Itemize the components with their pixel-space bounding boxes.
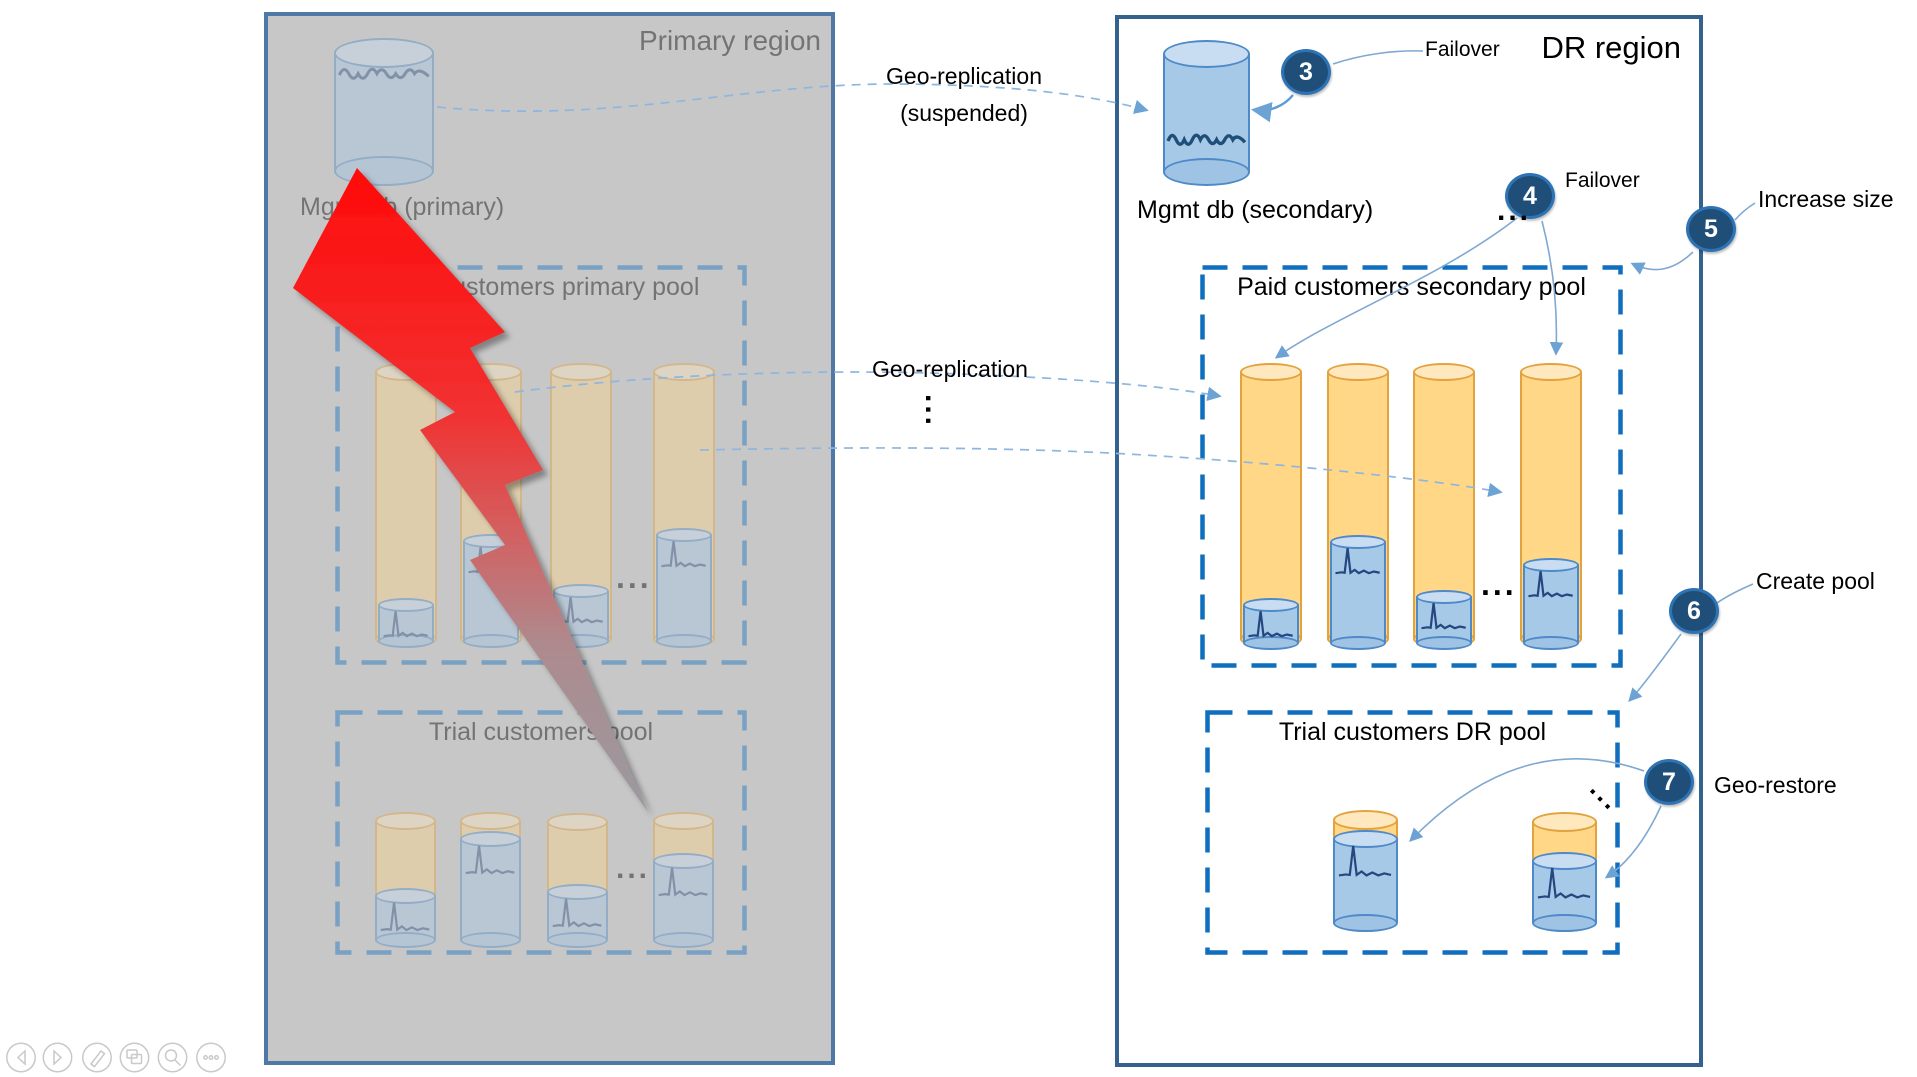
mgmt-db-secondary-label: Mgmt db (secondary) xyxy=(1137,196,1374,224)
squiggle-wave-icon xyxy=(1166,128,1247,154)
db-usage-cylinder-icon xyxy=(460,831,521,948)
mgmt-db-secondary-cylinder-icon xyxy=(1163,40,1250,186)
db-usage-cylinder-icon xyxy=(375,888,436,948)
db-usage-cylinder-icon xyxy=(553,584,609,648)
primary-region: Primary region Mgmt db (primary) Paid cu… xyxy=(264,12,835,1065)
db-usage-cylinder-icon xyxy=(1243,598,1299,650)
mgmt-db-primary-label: Mgmt db (primary) xyxy=(300,193,505,221)
primary-region-title: Primary region xyxy=(638,25,821,56)
dr-region-title: DR region xyxy=(1541,30,1681,65)
presentation-toolbar xyxy=(6,1042,226,1073)
step-6-label: Create pool xyxy=(1756,568,1875,594)
squiggle-wave-icon xyxy=(337,62,431,88)
previous-slide-icon[interactable] xyxy=(6,1042,36,1073)
step-5-label: Increase size xyxy=(1758,186,1894,212)
db-usage-cylinder-icon xyxy=(1333,830,1398,932)
step-4-badge: 4 xyxy=(1505,173,1555,219)
geo-replication-suspended-label: Geo-replication (suspended) xyxy=(858,58,1070,132)
db-usage-cylinder-icon xyxy=(547,884,608,948)
paid-db-cylinder-icon xyxy=(1240,363,1302,648)
trial-db-cylinder-icon xyxy=(547,813,608,933)
step-6-badge: 6 xyxy=(1669,588,1719,634)
db-usage-cylinder-icon xyxy=(1532,852,1597,932)
more-databases-ellipsis: ... xyxy=(616,559,652,595)
increase-size-label-connector xyxy=(1734,202,1756,221)
step-3-badge: 3 xyxy=(1281,49,1331,95)
mgmt-db-primary-cylinder-icon xyxy=(334,38,434,186)
trial-db-cylinder-icon xyxy=(375,812,436,932)
paid-primary-pool-title: Paid customers primary pool xyxy=(382,273,700,301)
more-databases-ellipsis: ... xyxy=(1481,566,1517,602)
next-slide-icon[interactable] xyxy=(42,1042,73,1073)
more-databases-ellipsis: ... xyxy=(616,852,651,885)
more-options-icon[interactable] xyxy=(196,1042,226,1073)
geo-replication-suspended-line1: Geo-replication xyxy=(886,63,1042,89)
db-usage-cylinder-icon xyxy=(1416,590,1472,650)
step-7-label: Geo-restore xyxy=(1714,772,1837,798)
step-3-label: Failover xyxy=(1425,38,1500,61)
see-all-slides-icon[interactable] xyxy=(119,1042,150,1073)
trial-dr-pool-title: Trial customers DR pool xyxy=(1278,718,1547,746)
zoom-icon[interactable] xyxy=(157,1042,188,1073)
trial-db-cylinder-icon xyxy=(653,812,714,932)
dr-region: DR region Mgmt db (secondary) Paid custo… xyxy=(1115,15,1703,1067)
more-replications-ellipsis: ... xyxy=(919,394,952,429)
step-5-badge: 5 xyxy=(1686,206,1736,252)
more-failovers-ellipsis: ... xyxy=(1497,194,1532,227)
trial-pool-title: Trial customers pool xyxy=(428,718,654,746)
step-7-badge: 7 xyxy=(1644,759,1694,805)
db-usage-cylinder-icon xyxy=(1523,558,1579,650)
db-usage-cylinder-icon xyxy=(378,598,434,648)
primary-region-washed-content: Primary region Mgmt db (primary) Paid cu… xyxy=(268,16,831,1061)
create-pool-label-connector xyxy=(1716,583,1754,604)
geo-replication-label: Geo-replication xyxy=(872,356,1028,382)
db-usage-cylinder-icon xyxy=(653,853,714,948)
paid-secondary-pool-title: Paid customers secondary pool xyxy=(1237,273,1586,301)
geo-replication-suspended-line2: (suspended) xyxy=(900,100,1028,126)
db-usage-cylinder-icon xyxy=(1330,535,1386,650)
db-usage-cylinder-icon xyxy=(656,528,712,648)
db-usage-cylinder-icon xyxy=(463,534,519,648)
step-4-label: Failover xyxy=(1565,169,1640,192)
pen-icon[interactable] xyxy=(82,1042,112,1073)
